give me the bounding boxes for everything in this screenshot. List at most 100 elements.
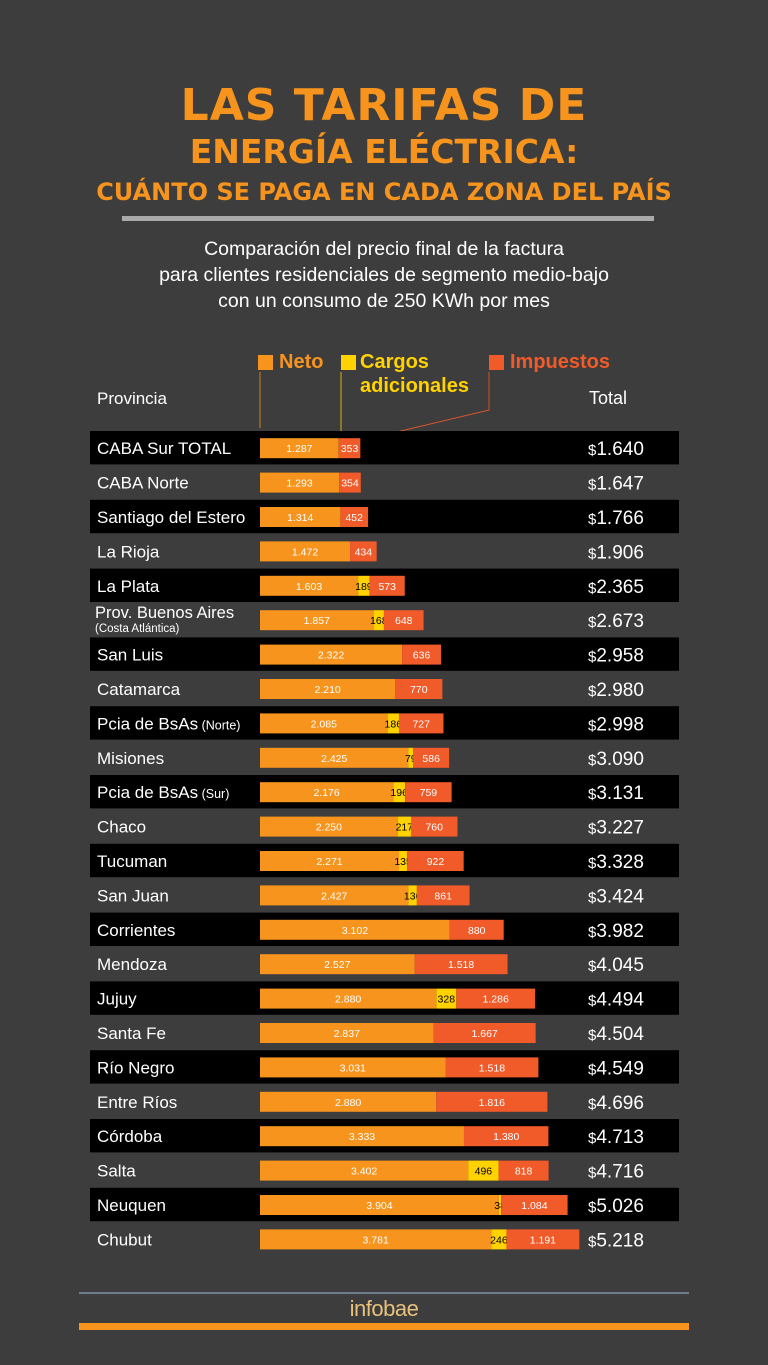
total-label: $4.045	[588, 955, 644, 976]
header-provincia: Provincia	[97, 389, 167, 408]
bar-cargos	[358, 575, 370, 596]
bar-impuestos-label: 586	[422, 753, 440, 765]
bar-neto	[260, 713, 388, 734]
bar-impuestos-label: 1.518	[448, 959, 474, 971]
bar-impuestos-label: 573	[378, 581, 396, 593]
currency-symbol: $	[588, 1130, 597, 1147]
bar-neto-label: 3.333	[349, 1131, 375, 1143]
total-value: 3.424	[596, 886, 644, 907]
bar-impuestos	[433, 1023, 536, 1043]
bar-impuestos-label: 760	[425, 822, 443, 834]
bar-neto	[260, 679, 396, 699]
bar-neto-label: 3.402	[351, 1166, 377, 1178]
bar-neto	[260, 438, 339, 459]
bar-cargos-label: 217	[396, 822, 414, 834]
bar-neto-label: 1.314	[287, 512, 313, 524]
currency-symbol: $	[588, 511, 597, 528]
total-value: 4.045	[596, 955, 644, 976]
subtitle-line-2: para clientes residenciales de segmento …	[159, 264, 609, 286]
bar-impuestos	[407, 851, 464, 871]
bar-impuestos-label: 770	[410, 684, 428, 696]
province-label: Pcia de BsAs (Norte)	[97, 714, 240, 733]
bar-impuestos	[449, 919, 504, 940]
bar-impuestos	[339, 472, 361, 493]
bar-impuestos-label: 636	[413, 650, 431, 662]
bar-impuestos-label: 922	[427, 856, 445, 868]
bar-impuestos-label: 1.816	[479, 1097, 505, 1109]
bar-neto-label: 2.425	[321, 753, 347, 765]
bar-impuestos	[395, 679, 443, 699]
total-value: 2.998	[596, 714, 644, 735]
bar-neto	[260, 816, 398, 837]
legend-impuestos-swatch	[489, 355, 504, 370]
bar-impuestos	[456, 988, 536, 1009]
total-value: 4.549	[596, 1058, 644, 1079]
bar-cargos	[397, 816, 411, 837]
bar-cargos	[393, 782, 406, 803]
total-label: $3.090	[588, 749, 644, 770]
total-value: 4.504	[596, 1024, 644, 1045]
bar-neto	[260, 885, 409, 906]
bar-impuestos	[402, 644, 442, 665]
bar-cargos	[373, 610, 384, 631]
bar-neto-label: 2.527	[324, 959, 350, 971]
bar-neto	[260, 610, 374, 631]
bar-neto-label: 1.472	[292, 546, 318, 558]
total-value: 3.982	[596, 921, 644, 942]
subtitle-line-3: con un consumo de 250 KWh por mes	[218, 290, 550, 312]
province-label: Chaco	[97, 818, 146, 837]
bar-impuestos-label: 759	[420, 787, 438, 799]
total-label: $3.328	[588, 852, 644, 873]
bar-impuestos	[383, 610, 424, 631]
row-background	[90, 499, 679, 534]
bar-neto-label: 3.031	[340, 1062, 366, 1074]
bar-neto	[260, 919, 450, 940]
province-label: La Plata	[97, 577, 160, 596]
province-label: Entre Ríos	[97, 1093, 177, 1112]
bar-impuestos-label: 1.286	[483, 994, 509, 1006]
subtitle: Comparación del precio final de la factu…	[0, 236, 768, 314]
row-background	[90, 431, 679, 465]
province-label: Prov. Buenos Aires	[95, 604, 234, 622]
currency-symbol: $	[588, 649, 597, 666]
bar-neto	[260, 747, 409, 768]
legend-cargos-label-1: Cargos	[360, 351, 429, 373]
currency-symbol: $	[588, 1027, 597, 1044]
total-value: 3.131	[596, 783, 644, 804]
bar-neto-label: 2.837	[334, 1028, 360, 1040]
total-value: 1.766	[596, 508, 644, 529]
currency-symbol: $	[588, 545, 597, 562]
bar-cargos	[408, 747, 414, 768]
total-label: $3.227	[588, 818, 644, 839]
bar-neto-label: 2.210	[314, 684, 340, 696]
bar-impuestos-label: 861	[434, 890, 452, 902]
province-label: Chubut	[97, 1230, 152, 1249]
total-label: $1.766	[588, 508, 644, 529]
total-value: 2.958	[596, 646, 644, 667]
currency-symbol: $	[588, 924, 597, 941]
total-value: 4.713	[596, 1127, 644, 1148]
footer-accent-bar	[79, 1323, 689, 1330]
title-divider	[122, 216, 654, 221]
bar-cargos-label: 186	[385, 718, 403, 730]
total-value: 3.090	[596, 749, 644, 770]
bar-neto-label: 2.880	[335, 1097, 361, 1109]
currency-symbol: $	[588, 752, 597, 769]
total-label: $5.218	[588, 1230, 644, 1251]
total-label: $3.424	[588, 886, 644, 907]
total-value: 1.647	[596, 474, 644, 495]
bar-impuestos	[340, 507, 369, 527]
bar-neto-label: 2.176	[313, 787, 339, 799]
currency-symbol: $	[588, 958, 597, 975]
title-line-2: ENERGÍA ELÉCTRICA:	[189, 132, 579, 171]
bar-neto-label: 2.880	[335, 994, 361, 1006]
total-label: $4.716	[588, 1162, 644, 1183]
bar-neto-label: 2.322	[318, 650, 344, 662]
bar-impuestos	[506, 1229, 580, 1250]
province-label: Tucuman	[97, 852, 167, 871]
total-value: 4.716	[596, 1162, 644, 1183]
legend-cargos-swatch	[341, 355, 356, 370]
bar-neto	[260, 1126, 464, 1147]
total-label: $4.696	[588, 1093, 644, 1114]
